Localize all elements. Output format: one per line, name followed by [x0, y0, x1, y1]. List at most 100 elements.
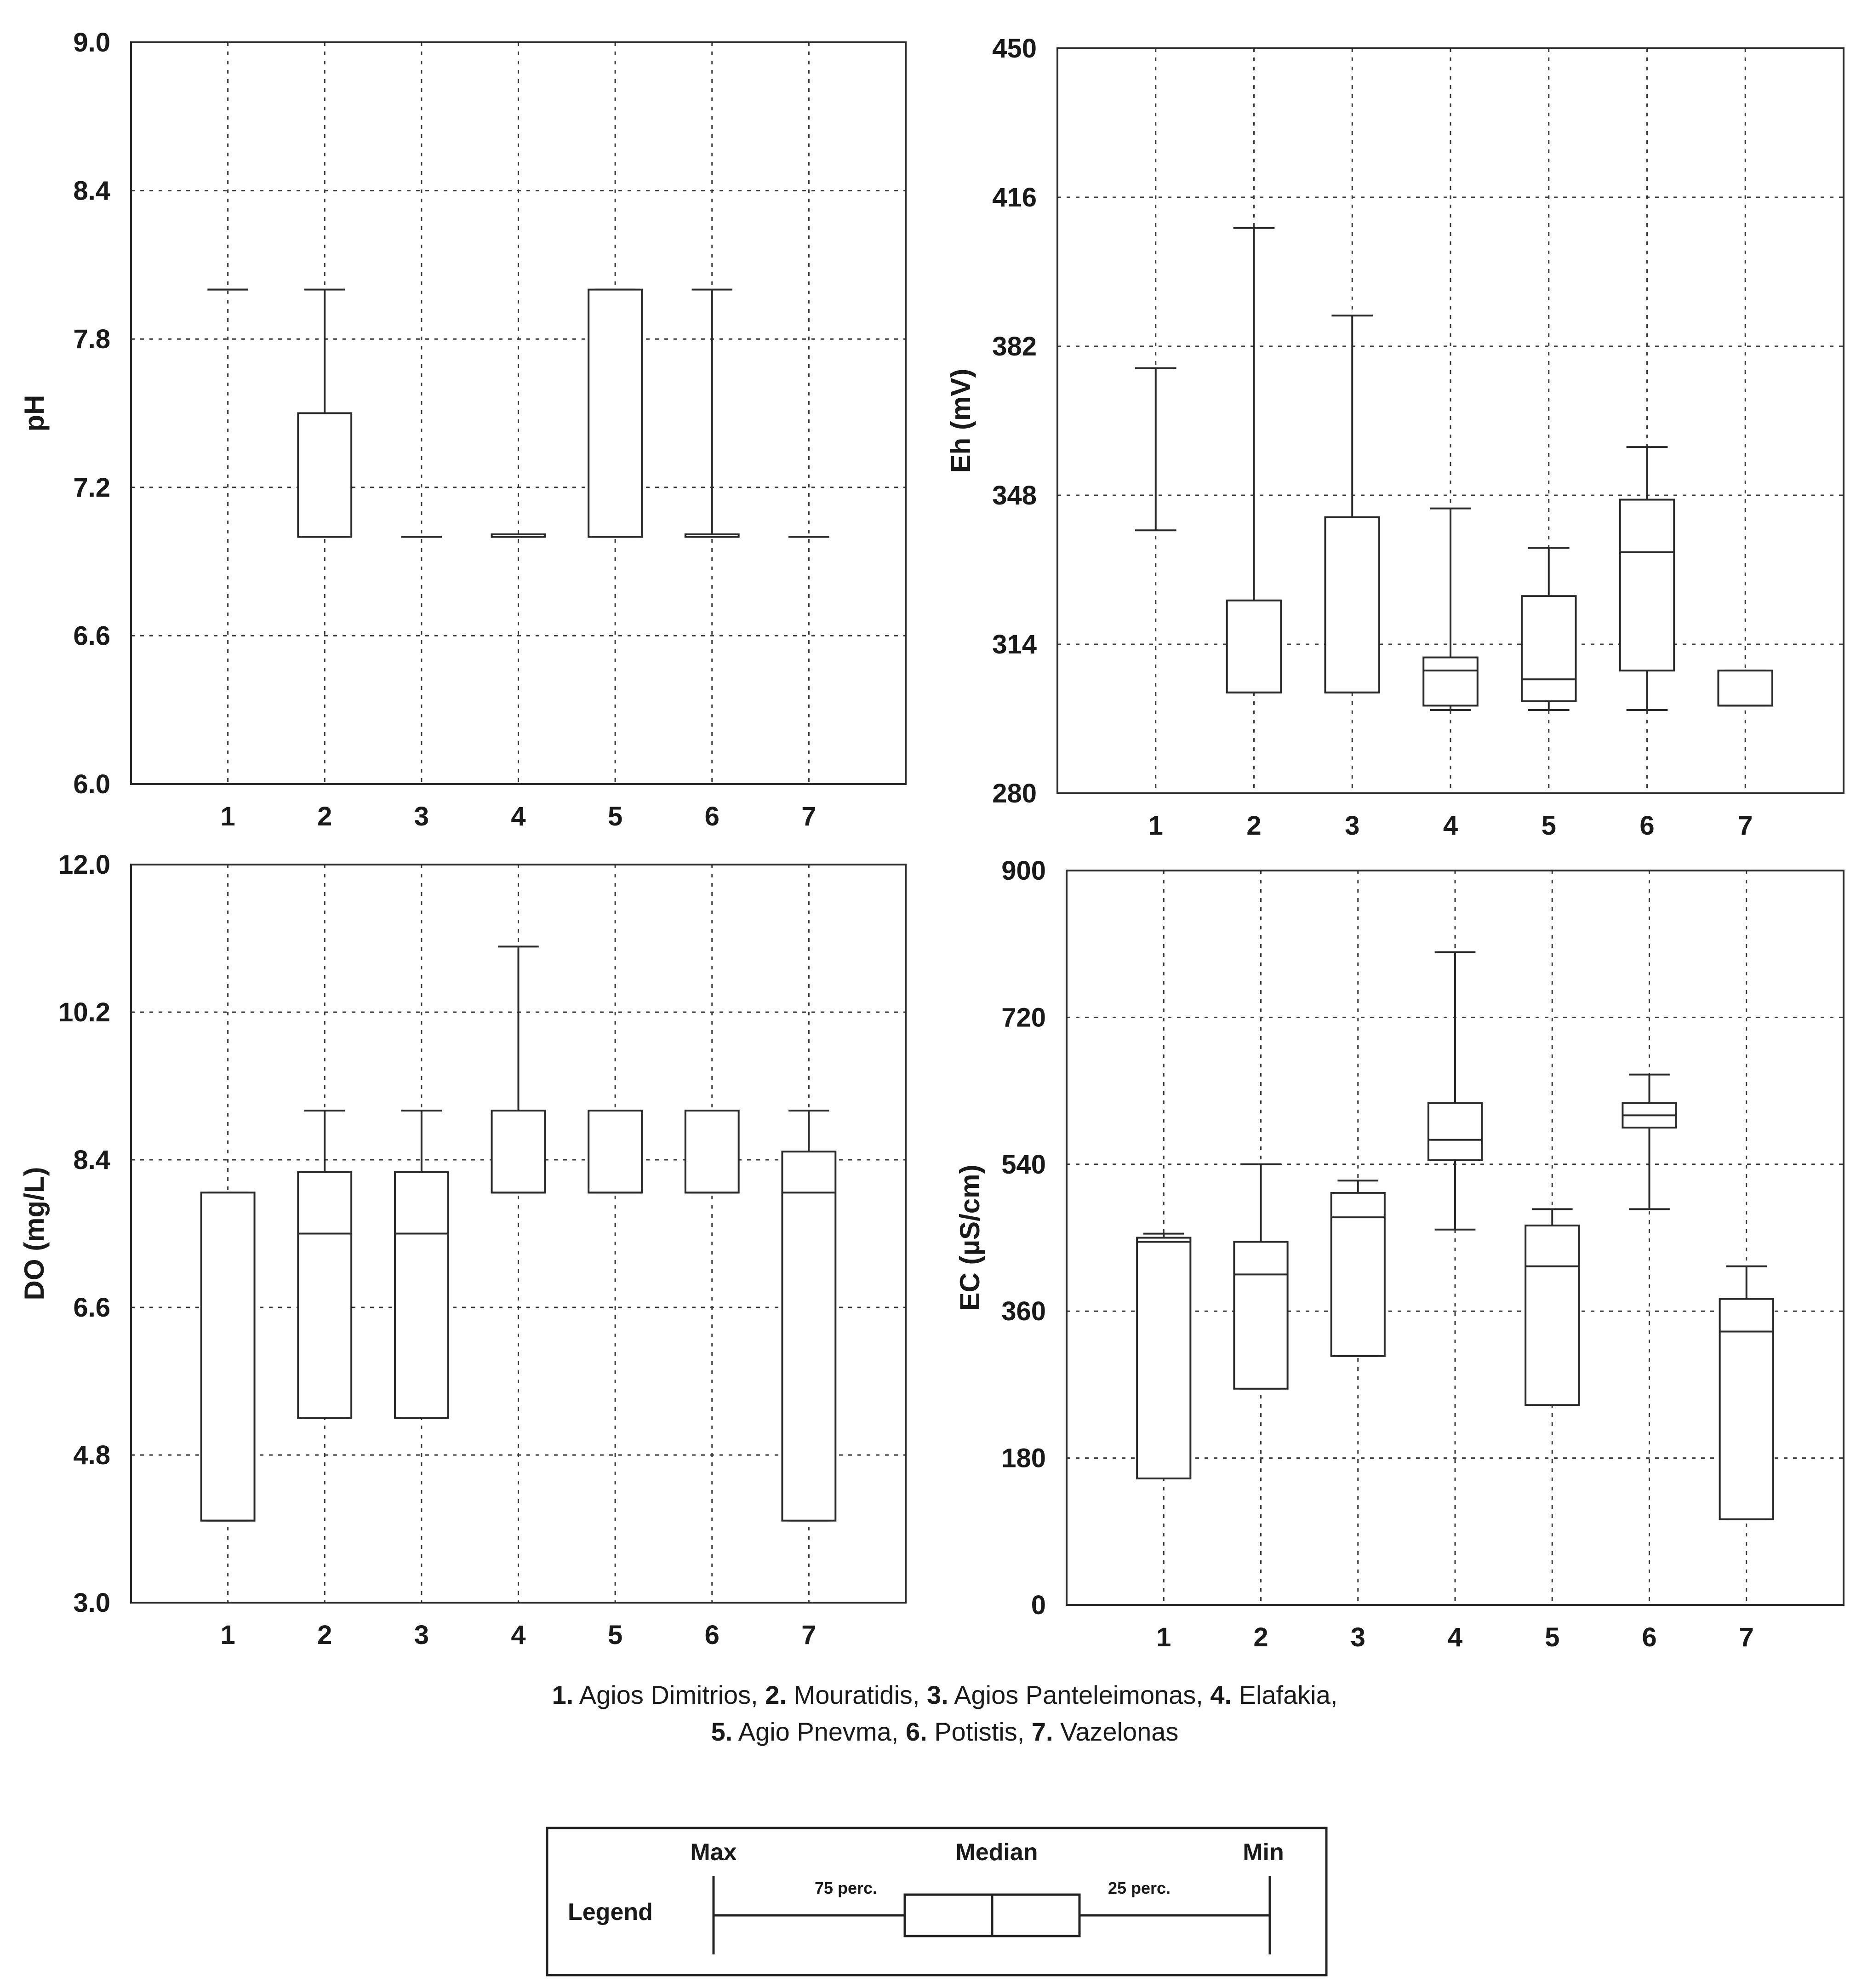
y-tick-label: 6.6: [73, 1293, 110, 1323]
y-tick-label: 450: [992, 34, 1037, 63]
iqr-box: [1717, 670, 1774, 707]
site-name: Potistis,: [927, 1717, 1032, 1746]
box-site-2: [297, 288, 353, 538]
iqr-box: [1330, 1192, 1386, 1357]
y-tick-label: 6.6: [73, 621, 110, 651]
y-tick-label: 900: [1001, 856, 1046, 886]
y-tick-label: 360: [1001, 1296, 1046, 1326]
iqr-box: [1719, 1298, 1774, 1520]
x-tick-label: 6: [705, 1620, 720, 1650]
y-tick-label: 280: [992, 779, 1037, 808]
site-number: 3.: [927, 1680, 948, 1709]
iqr-box: [394, 1171, 449, 1419]
iqr-box: [588, 1110, 643, 1194]
box-site-7: [781, 1110, 837, 1522]
plot-frame: [130, 41, 907, 785]
box-site-1: [1135, 367, 1176, 532]
ec-panel: 0 180 360 540 720 900 1 2 3 4 5 6 7 EC (µS/cm): [954, 856, 1844, 1652]
site-name: Agios Panteleimonas,: [948, 1680, 1211, 1709]
iqr-box: [684, 1110, 740, 1194]
box-site-6: [684, 288, 740, 538]
site-name: Vazelonas: [1053, 1717, 1179, 1746]
iqr-box: [1619, 498, 1675, 672]
legend-25-label: 25 perc.: [1108, 1879, 1171, 1897]
box-site-7: [1717, 670, 1774, 707]
site-name: Mouratidis,: [787, 1680, 927, 1709]
x-tick-label: 2: [1253, 1622, 1268, 1652]
y-axis-label: pH: [19, 395, 50, 432]
x-tick-label: 2: [1246, 811, 1261, 841]
x-tick-label: 4: [511, 802, 525, 831]
y-tick-label: 0: [1031, 1590, 1046, 1620]
box-site-6: [684, 1110, 740, 1194]
iqr-box: [588, 288, 643, 538]
y-tick-label: 720: [1001, 1003, 1046, 1032]
iqr-box: [200, 1192, 256, 1522]
site-name: Elafakia,: [1232, 1680, 1337, 1709]
x-tick-label: 4: [511, 1620, 525, 1650]
plot-frame: [1066, 870, 1844, 1606]
x-tick-label: 2: [317, 802, 332, 831]
legend-75-label: 75 perc.: [815, 1879, 877, 1897]
legend-max-label: Max: [690, 1839, 737, 1866]
x-tick-label: 4: [1448, 1622, 1462, 1652]
y-tick-label: 8.4: [73, 176, 110, 206]
iqr-box: [1136, 1237, 1192, 1479]
iqr-box: [1525, 1224, 1580, 1406]
y-tick-label: 348: [992, 481, 1037, 510]
y-tick-label: 540: [1001, 1150, 1046, 1180]
box-site-4: [1422, 507, 1479, 711]
y-tick-label: 9.0: [73, 28, 110, 57]
iqr-box: [491, 1110, 546, 1194]
site-number: 6.: [906, 1717, 927, 1746]
y-tick-label: 8.4: [73, 1145, 110, 1175]
y-tick-label: 7.2: [73, 473, 110, 503]
x-tick-label: 5: [608, 802, 622, 831]
site-name: Agio Pnevma,: [732, 1717, 906, 1746]
x-tick-label: 1: [1148, 811, 1163, 841]
box-site-4: [491, 945, 546, 1194]
site-number: 5.: [711, 1717, 733, 1746]
y-axis-label: EC (µS/cm): [954, 1165, 985, 1311]
iqr-box: [1324, 516, 1381, 693]
y-tick-label: 382: [992, 332, 1037, 361]
legend-min-label: Min: [1243, 1839, 1284, 1866]
x-tick-label: 6: [1639, 811, 1654, 841]
box-site-3: [1324, 315, 1381, 693]
x-tick-label: 7: [801, 1620, 816, 1650]
box-site-5: [588, 1110, 643, 1194]
x-tick-label: 7: [1739, 1622, 1754, 1652]
box-site-2: [297, 1110, 353, 1419]
eh-panel: 280 314 348 382 416 450 1 2 3 4 5 6 7 Eh (mV): [945, 34, 1844, 841]
box-site-4: [1427, 951, 1483, 1231]
box-site-2: [1233, 1163, 1289, 1390]
iqr-box: [1520, 595, 1577, 702]
iqr-box: [1226, 599, 1282, 693]
site-name: Agios Dimitrios,: [573, 1680, 765, 1709]
site-number: 7.: [1032, 1717, 1053, 1746]
legend-median-label: Median: [955, 1839, 1038, 1866]
iqr-box: [1233, 1241, 1289, 1390]
x-tick-label: 1: [1156, 1622, 1171, 1652]
site-number: 4.: [1210, 1680, 1232, 1709]
x-tick-label: 5: [1542, 811, 1556, 841]
x-tick-label: 5: [608, 1620, 622, 1650]
y-tick-label: 7.8: [73, 324, 110, 354]
x-tick-label: 3: [1351, 1622, 1365, 1652]
y-tick-label: 416: [992, 183, 1037, 212]
x-tick-label: 7: [1738, 811, 1753, 841]
caption-line-2: 5. Agio Pnevma, 6. Potistis, 7. Vazelona…: [711, 1717, 1179, 1746]
x-tick-label: 6: [705, 802, 720, 831]
x-tick-label: 3: [414, 1620, 429, 1650]
x-tick-label: 7: [801, 802, 816, 831]
x-tick-label: 4: [1443, 811, 1458, 841]
y-tick-label: 6.0: [73, 769, 110, 799]
box-site-2: [1226, 227, 1282, 693]
x-tick-label: 2: [317, 1620, 332, 1650]
box-site-7: [1719, 1265, 1774, 1520]
box-site-3: [394, 1110, 449, 1419]
box-site-5: [588, 288, 643, 538]
box-site-1: [1136, 1232, 1192, 1479]
box-site-1: [200, 1192, 256, 1522]
